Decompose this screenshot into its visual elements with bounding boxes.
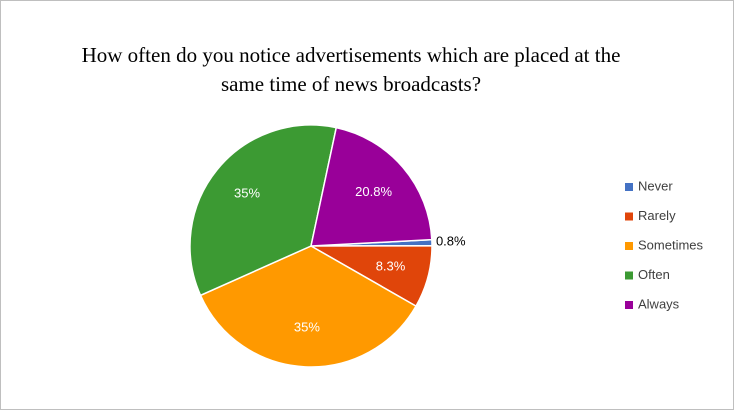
data-label: 35%	[294, 320, 320, 335]
data-label: 0.8%	[436, 234, 466, 249]
data-label: 35%	[234, 186, 260, 201]
data-label: 8.3%	[376, 259, 406, 274]
pie-slice	[189, 124, 338, 297]
legend-swatch	[625, 242, 633, 250]
legend-swatch	[625, 301, 633, 309]
legend-swatch	[625, 183, 633, 191]
legend-swatch	[625, 212, 633, 221]
legend-label: Always	[638, 296, 680, 311]
legend-swatch	[625, 271, 633, 280]
pie-slice	[310, 126, 433, 247]
legend-label: Rarely	[638, 208, 676, 223]
data-label: 20.8%	[355, 184, 392, 199]
chart-title: How often do you notice advertisements w…	[81, 43, 621, 96]
legend-label: Sometimes	[638, 237, 704, 252]
pie-slice	[199, 245, 418, 368]
legend-label: Never	[638, 178, 673, 193]
legend-label: Often	[638, 267, 670, 282]
